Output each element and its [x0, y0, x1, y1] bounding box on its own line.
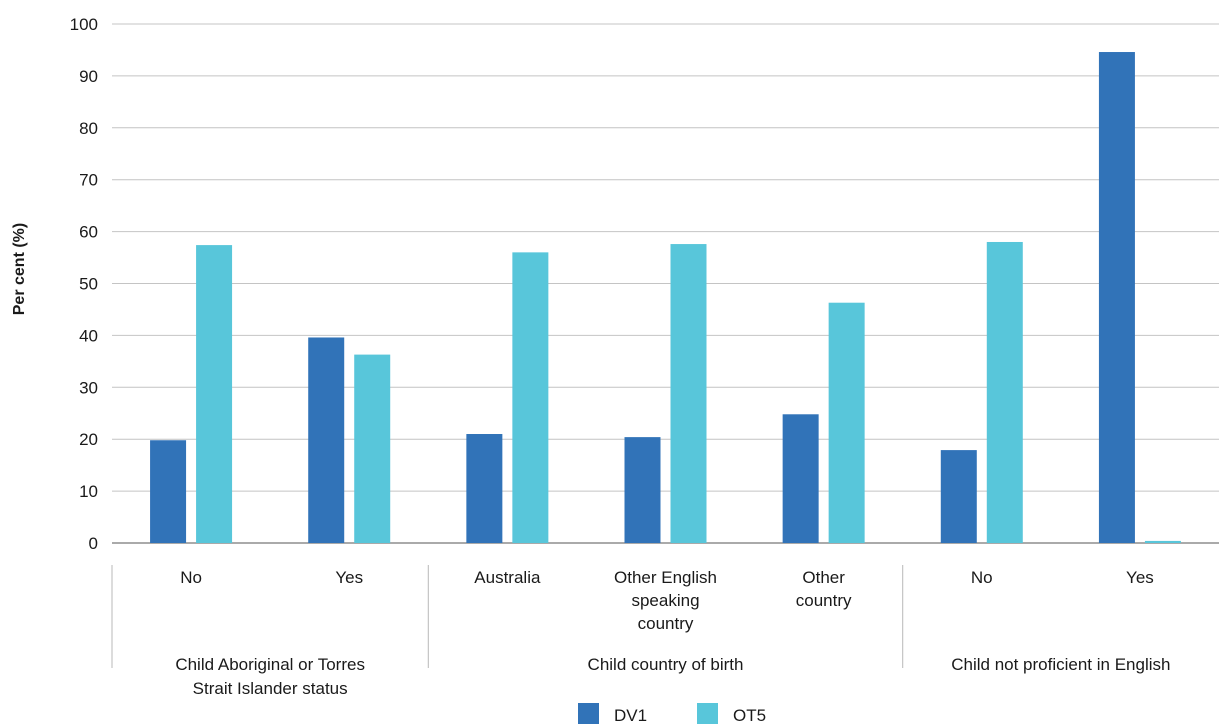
category-label: Other country — [796, 568, 852, 610]
category-label-line: No — [180, 568, 202, 587]
bar-ot5-3 — [670, 244, 707, 543]
y-tick-label: 10 — [79, 482, 98, 501]
legend: DV1 OT5 — [578, 703, 766, 725]
bar-dv1-5 — [940, 450, 977, 543]
group-label-line: Child Aboriginal or Torres — [175, 655, 365, 674]
category-label-line: Other — [802, 568, 845, 587]
category-label-line: Yes — [335, 568, 363, 587]
category-label-line: Yes — [1126, 568, 1154, 587]
category-label: No — [180, 568, 202, 587]
bars — [150, 52, 1181, 544]
bar-ot5-0 — [196, 245, 233, 543]
category-label-line: country — [796, 591, 852, 610]
bar-ot5-4 — [828, 302, 865, 543]
category-labels: No Yes Australia Other English speaking count… — [180, 568, 1154, 633]
y-tick-label: 40 — [79, 326, 98, 345]
category-label: Australia — [474, 568, 541, 587]
group-label: Child country of birth — [588, 655, 744, 674]
group-label-line: Child country of birth — [588, 655, 744, 674]
group-labels: Child Aboriginal or Torres Strait Islande… — [111, 565, 1170, 698]
gridlines — [112, 23, 1219, 544]
y-tick-label: 100 — [70, 15, 98, 34]
y-tick-label: 80 — [79, 119, 98, 138]
group-label-line: Strait Islander status — [193, 679, 348, 698]
category-label-line: country — [638, 614, 694, 633]
bar-ot5-6 — [1144, 540, 1181, 543]
bar-dv1-6 — [1098, 52, 1135, 543]
y-axis-ticks: 0 10 20 30 40 50 60 70 80 90 100 — [70, 15, 98, 553]
bar-dv1-3 — [624, 437, 661, 543]
category-label: Yes — [335, 568, 363, 587]
category-label-line: Australia — [474, 568, 541, 587]
y-tick-label: 30 — [79, 378, 98, 397]
y-tick-label: 90 — [79, 67, 98, 86]
bar-dv1-2 — [466, 434, 503, 543]
category-label: Other English speaking country — [614, 568, 717, 633]
legend-swatch-dv1 — [578, 703, 599, 724]
legend-label: DV1 — [614, 706, 647, 725]
bar-ot5-2 — [512, 252, 549, 544]
category-label-line: speaking — [631, 591, 699, 610]
bar-dv1-1 — [308, 337, 345, 543]
y-tick-label: 50 — [79, 275, 98, 294]
y-axis-label: Per cent (%) — [11, 223, 28, 315]
category-label: No — [971, 568, 993, 587]
group-label: Child not proficient in English — [951, 655, 1170, 674]
y-tick-label: 60 — [79, 223, 98, 242]
y-tick-label: 20 — [79, 430, 98, 449]
bar-dv1-0 — [150, 440, 187, 543]
category-label-line: No — [971, 568, 993, 587]
group-label-line: Child not proficient in English — [951, 655, 1170, 674]
category-label-line: Other English — [614, 568, 717, 587]
bar-ot5-5 — [986, 241, 1023, 544]
legend-label: OT5 — [733, 706, 766, 725]
bar-ot5-1 — [354, 354, 391, 543]
category-label: Yes — [1126, 568, 1154, 587]
group-label: Child Aboriginal or Torres Strait Islande… — [175, 655, 365, 698]
y-tick-label: 0 — [89, 534, 98, 553]
bar-dv1-4 — [782, 414, 819, 543]
y-tick-label: 70 — [79, 171, 98, 190]
legend-swatch-ot5 — [697, 703, 718, 724]
